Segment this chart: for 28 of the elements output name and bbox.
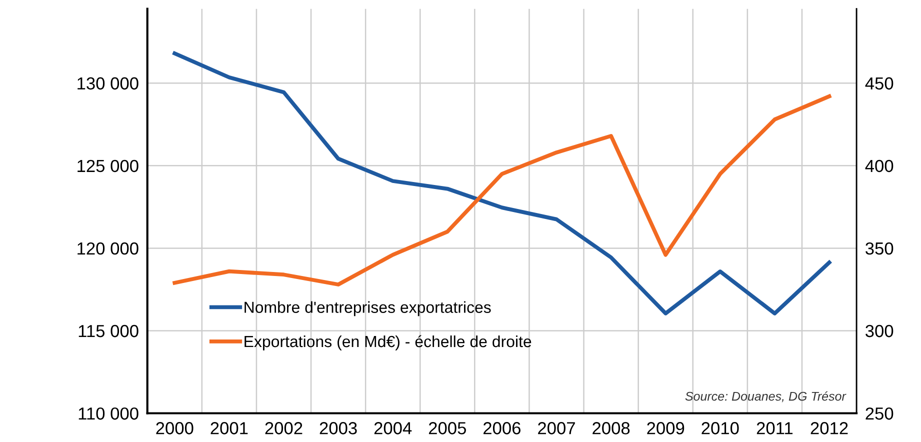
- y2-tick-label: 300: [866, 324, 894, 338]
- x-tick-label: 2009: [647, 422, 684, 434]
- y2-tick-label: 350: [866, 242, 894, 255]
- x-tick-label: 2010: [702, 422, 739, 434]
- line-series: [172, 94, 832, 286]
- y-tick-label: 120 000: [78, 242, 138, 255]
- x-tick-label: 2002: [265, 422, 302, 434]
- y2-tick-label: 400: [865, 160, 894, 172]
- y-tick-label: 110 000: [78, 407, 138, 420]
- x-tick-label: 2003: [320, 422, 357, 434]
- line-series: [172, 51, 832, 316]
- x-tick-label: 2008: [592, 422, 630, 434]
- x-tick-label: 2005: [428, 422, 466, 434]
- x-tick-label: 2004: [374, 422, 412, 434]
- y-tick-label: 115 000: [78, 324, 138, 338]
- y-tick-label: 125 000: [78, 160, 138, 172]
- x-tick-label: 2007: [538, 422, 575, 434]
- annotation: Source: Douanes, DG Trésor: [685, 391, 846, 402]
- x-tick-label: 2006: [484, 422, 520, 434]
- legend-label: Exportations (en Md€) - échelle de droite: [244, 335, 532, 350]
- x-tick-label: 2000: [156, 422, 194, 434]
- y-tick-label: 130 000: [78, 77, 138, 90]
- x-tick-label: 2012: [810, 422, 848, 434]
- legend-label: Nombre d'entreprises exportatrices: [244, 301, 491, 316]
- x-tick-label: 2001: [210, 422, 248, 434]
- y2-tick-label: 250: [866, 407, 894, 420]
- y2-tick-label: 450: [865, 77, 894, 90]
- x-tick-label: 2011: [756, 422, 793, 434]
